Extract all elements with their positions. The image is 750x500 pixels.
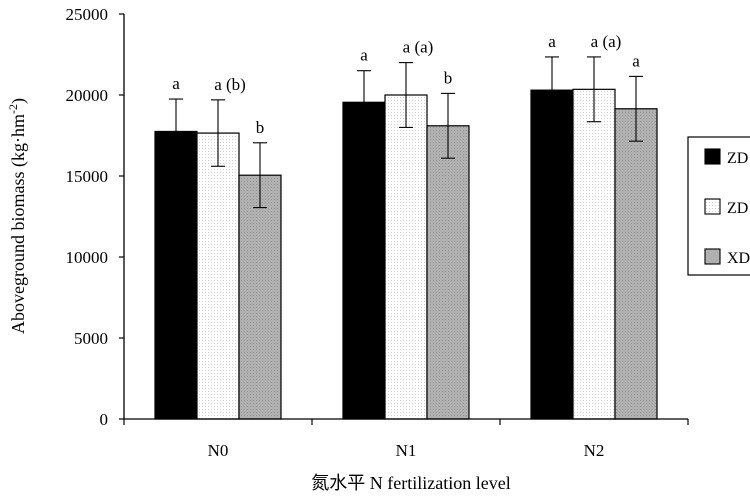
- y-axis-title-main: Aboveground biomass (kg·hm: [8, 114, 29, 334]
- significance-n2-series-1: a: [548, 32, 556, 51]
- significance-n0-series-1: a: [172, 74, 180, 93]
- y-axis-title: Aboveground biomass (kg·hm-2): [6, 98, 29, 334]
- significance-labels: a a (b) b a a (a) b a a (a) a: [172, 32, 640, 137]
- significance-n2-series-2: a (a): [591, 32, 622, 51]
- significance-n0-series-3: b: [256, 118, 265, 137]
- y-tick-label-20000: 20000: [66, 86, 109, 105]
- bars: [154, 88, 658, 420]
- legend-swatch-3: [704, 248, 721, 265]
- y-tick-label-10000: 10000: [66, 248, 109, 267]
- bar-n2-series-2: [572, 88, 616, 420]
- bar-n2-series-1: [530, 89, 574, 420]
- y-axis-ticks: 0 5000 10000 15000 20000 25000: [66, 5, 124, 429]
- x-tick-label-n1: N1: [396, 441, 417, 460]
- y-tick-label-5000: 5000: [74, 329, 108, 348]
- bar-n1-series-2: [384, 94, 428, 420]
- bar-n2-series-3: [614, 108, 658, 420]
- significance-n1-series-1: a: [360, 46, 368, 65]
- x-tick-label-n0: N0: [208, 441, 229, 460]
- y-tick-label-25000: 25000: [66, 5, 109, 24]
- significance-n1-series-3: b: [444, 68, 453, 87]
- y-tick-label-15000: 15000: [66, 167, 109, 186]
- legend-swatch-1: [704, 148, 721, 165]
- x-tick-label-n2: N2: [584, 441, 605, 460]
- bar-n0-series-3: [238, 174, 282, 420]
- bar-n1-series-1: [342, 101, 386, 420]
- bar-n1-series-3: [426, 125, 470, 420]
- legend-label-3: XD: [727, 250, 750, 267]
- significance-n2-series-3: a: [632, 51, 640, 70]
- bar-n0-series-2: [196, 132, 240, 420]
- error-bars: [169, 56, 643, 209]
- y-axis-title-close: ): [8, 98, 29, 104]
- y-axis-title-exponent: -2: [6, 104, 20, 114]
- significance-n1-series-2: a (a): [403, 38, 434, 57]
- bar-n0-series-1: [154, 130, 198, 420]
- legend-label-2: ZD: [727, 200, 748, 217]
- legend-swatch-2: [704, 198, 721, 215]
- significance-n0-series-2: a (b): [214, 75, 246, 94]
- x-axis-ticks: N0 N1 N2: [123, 419, 689, 460]
- legend: ZD ZD XD: [687, 136, 750, 276]
- legend-label-1: ZD: [727, 150, 748, 167]
- y-tick-label-0: 0: [100, 410, 109, 429]
- x-axis-title: 氮水平 N fertilization level: [311, 473, 510, 493]
